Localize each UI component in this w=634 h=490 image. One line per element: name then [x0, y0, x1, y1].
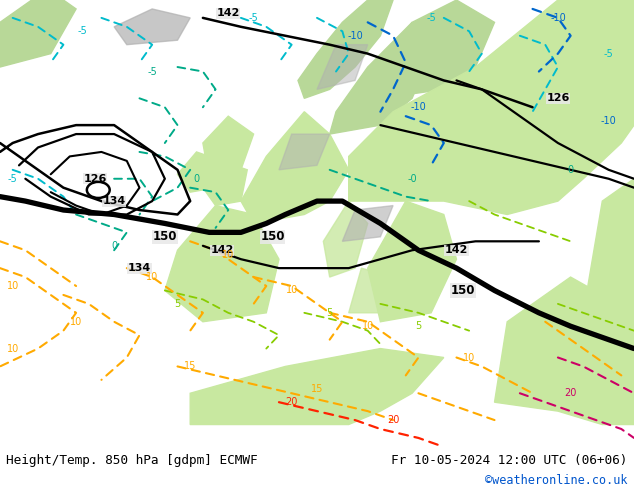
Text: -10: -10 — [411, 102, 426, 112]
Text: Fr 10-05-2024 12:00 UTC (06+06): Fr 10-05-2024 12:00 UTC (06+06) — [391, 454, 628, 467]
Polygon shape — [349, 268, 393, 313]
Text: 5: 5 — [174, 299, 181, 309]
Text: 142: 142 — [217, 8, 240, 19]
Text: 142: 142 — [210, 245, 233, 255]
Polygon shape — [165, 206, 279, 322]
Text: -0: -0 — [407, 174, 417, 184]
Text: 10: 10 — [285, 286, 298, 295]
Text: 10: 10 — [6, 343, 19, 354]
Text: -5: -5 — [147, 67, 157, 76]
Polygon shape — [178, 152, 222, 192]
Text: 20: 20 — [564, 388, 577, 398]
Text: -5: -5 — [249, 13, 259, 23]
Polygon shape — [241, 112, 349, 223]
Text: 150: 150 — [261, 230, 285, 244]
Polygon shape — [203, 116, 254, 179]
Text: 10: 10 — [6, 281, 19, 291]
Text: 150: 150 — [153, 230, 177, 244]
Polygon shape — [323, 201, 368, 277]
Text: 5: 5 — [327, 308, 333, 318]
Polygon shape — [114, 9, 190, 45]
Text: -10: -10 — [347, 31, 363, 41]
Text: -5: -5 — [77, 26, 87, 36]
Polygon shape — [583, 179, 634, 322]
Text: 134: 134 — [103, 196, 126, 206]
Text: 126: 126 — [84, 174, 107, 184]
Text: 15: 15 — [311, 384, 323, 394]
Polygon shape — [317, 45, 368, 89]
Polygon shape — [368, 201, 456, 322]
Polygon shape — [279, 134, 330, 170]
Text: 20: 20 — [285, 397, 298, 407]
Text: 15: 15 — [184, 362, 197, 371]
Text: 10: 10 — [361, 321, 374, 331]
Text: 150: 150 — [451, 284, 475, 297]
Text: 142: 142 — [445, 245, 468, 255]
Polygon shape — [190, 348, 444, 424]
Polygon shape — [342, 206, 393, 241]
Text: -5: -5 — [8, 174, 18, 184]
Text: 10: 10 — [146, 272, 158, 282]
Polygon shape — [558, 0, 634, 80]
Text: -5: -5 — [604, 49, 614, 59]
Polygon shape — [349, 0, 634, 215]
Text: -5: -5 — [426, 13, 436, 23]
Text: 126: 126 — [547, 93, 569, 103]
Text: 0: 0 — [111, 241, 117, 251]
Circle shape — [87, 182, 110, 198]
Polygon shape — [380, 0, 495, 98]
Polygon shape — [495, 277, 634, 424]
Text: 0: 0 — [193, 174, 200, 184]
Text: 10: 10 — [222, 250, 235, 260]
Text: ©weatheronline.co.uk: ©weatheronline.co.uk — [485, 473, 628, 487]
Text: Height/Temp. 850 hPa [gdpm] ECMWF: Height/Temp. 850 hPa [gdpm] ECMWF — [6, 454, 258, 467]
Text: 10: 10 — [463, 352, 476, 363]
Text: 0: 0 — [567, 165, 574, 175]
Text: 5: 5 — [415, 321, 422, 331]
Text: -10: -10 — [601, 116, 616, 125]
Text: 20: 20 — [387, 415, 399, 425]
Text: 134: 134 — [128, 263, 151, 273]
Text: -10: -10 — [550, 13, 566, 23]
Polygon shape — [203, 161, 247, 206]
Polygon shape — [298, 0, 393, 98]
Text: 10: 10 — [70, 317, 82, 327]
Polygon shape — [0, 0, 76, 67]
Polygon shape — [330, 23, 431, 134]
